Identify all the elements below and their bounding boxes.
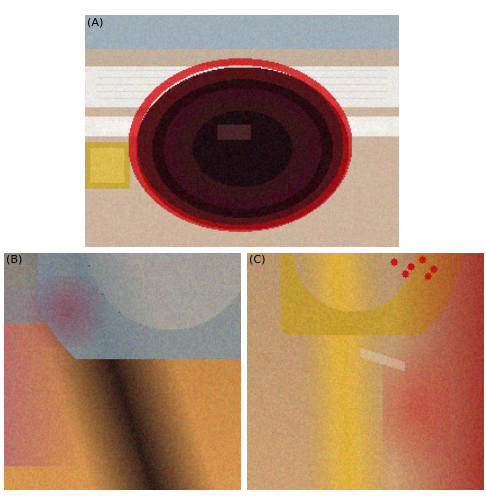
Text: (C): (C) xyxy=(249,255,266,265)
Text: (B): (B) xyxy=(6,255,23,265)
Text: (A): (A) xyxy=(87,18,104,28)
